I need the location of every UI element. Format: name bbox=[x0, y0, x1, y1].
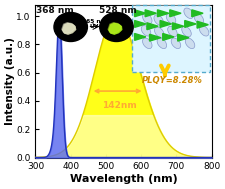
Ellipse shape bbox=[154, 15, 164, 25]
X-axis label: Wavelength (nm): Wavelength (nm) bbox=[70, 174, 177, 184]
Polygon shape bbox=[135, 10, 146, 17]
Y-axis label: Intensity (a.u.): Intensity (a.u.) bbox=[5, 37, 15, 125]
Text: 528 nm: 528 nm bbox=[99, 6, 136, 15]
Ellipse shape bbox=[171, 38, 181, 49]
Polygon shape bbox=[109, 23, 122, 34]
Polygon shape bbox=[178, 34, 189, 41]
Ellipse shape bbox=[194, 13, 204, 24]
Ellipse shape bbox=[185, 38, 195, 49]
Circle shape bbox=[54, 12, 88, 42]
Text: 368 nm: 368 nm bbox=[36, 6, 74, 15]
Polygon shape bbox=[172, 23, 184, 30]
Ellipse shape bbox=[157, 38, 167, 49]
Polygon shape bbox=[158, 10, 169, 17]
Ellipse shape bbox=[142, 38, 152, 49]
Ellipse shape bbox=[166, 13, 176, 24]
Polygon shape bbox=[185, 21, 196, 27]
Ellipse shape bbox=[142, 13, 152, 24]
Polygon shape bbox=[147, 23, 158, 30]
Text: PLQY=8.28%: PLQY=8.28% bbox=[142, 77, 202, 85]
Ellipse shape bbox=[155, 27, 164, 38]
Polygon shape bbox=[135, 21, 146, 27]
Polygon shape bbox=[63, 23, 76, 34]
Ellipse shape bbox=[182, 26, 191, 37]
Ellipse shape bbox=[184, 8, 194, 19]
Polygon shape bbox=[135, 33, 146, 40]
Polygon shape bbox=[160, 21, 171, 27]
Polygon shape bbox=[62, 23, 75, 33]
Polygon shape bbox=[163, 33, 174, 40]
Polygon shape bbox=[192, 10, 203, 17]
Polygon shape bbox=[145, 10, 156, 17]
Polygon shape bbox=[170, 10, 181, 17]
Polygon shape bbox=[108, 23, 121, 33]
Polygon shape bbox=[197, 21, 208, 28]
Circle shape bbox=[100, 12, 133, 42]
Ellipse shape bbox=[141, 26, 151, 36]
Ellipse shape bbox=[168, 26, 177, 37]
Text: UV: UV bbox=[90, 24, 99, 29]
Ellipse shape bbox=[199, 26, 209, 36]
FancyBboxPatch shape bbox=[132, 5, 210, 72]
Text: 365 nm: 365 nm bbox=[82, 19, 107, 25]
Polygon shape bbox=[150, 34, 161, 41]
Text: 142nm: 142nm bbox=[102, 101, 137, 110]
